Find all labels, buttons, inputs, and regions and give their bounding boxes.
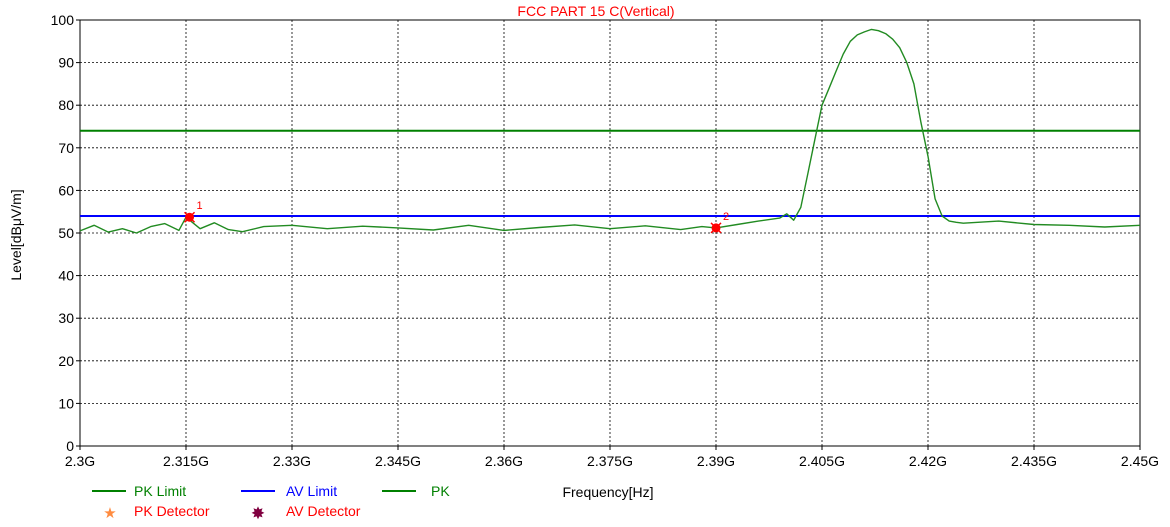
x-tick-label: 2.345G	[375, 453, 421, 469]
x-tick-label: 2.315G	[163, 453, 209, 469]
y-tick-label: 100	[51, 12, 75, 28]
limit-lines	[80, 129, 1140, 217]
y-tick-label: 50	[58, 225, 74, 241]
legend-label-pk-limit: PK Limit	[134, 483, 186, 499]
series-lines	[79, 28, 1141, 234]
x-tick-label: 2.33G	[273, 453, 311, 469]
x-tick-label: 2.375G	[587, 453, 633, 469]
y-tick-label: 40	[58, 268, 74, 284]
x-tick-label: 2.435G	[1011, 453, 1057, 469]
detector-marker-cross	[184, 211, 196, 223]
legend-label-av-detector: AV Detector	[286, 503, 361, 519]
x-tick-label: 2.45G	[1121, 453, 1159, 469]
chart-title: FCC PART 15 C(Vertical)	[517, 3, 674, 19]
x-tick-label: 2.42G	[909, 453, 947, 469]
y-tick-label: 60	[58, 182, 74, 198]
y-tick-label: 10	[58, 395, 74, 411]
detector-markers: 12	[184, 200, 729, 234]
x-axis-label: Frequency[Hz]	[562, 484, 653, 500]
y-tick-label: 70	[58, 140, 74, 156]
grid-lines	[80, 20, 1140, 446]
y-tick-label: 0	[66, 438, 74, 454]
legend-label-pk-detector: PK Detector	[134, 503, 210, 519]
x-tick-label: 2.36G	[485, 453, 523, 469]
x-axis-ticks: 2.3G 2.315G 2.33G 2.345G 2.36G 2.375G 2.39G 2.4…	[65, 446, 1159, 469]
legend: PK Limit AV Limit PK ★ PK Detector ✸ AV …	[92, 483, 450, 523]
y-axis-label: Level[dBμV/m]	[8, 189, 24, 280]
y-tick-label: 90	[58, 55, 74, 71]
detector-marker-label: 1	[197, 200, 203, 212]
legend-label-av-limit: AV Limit	[286, 483, 337, 499]
legend-burst-icon-av-detector: ✸	[251, 504, 265, 523]
y-axis-ticks: 0 10 20 30 40 50 60 70 80 90 100	[51, 12, 80, 454]
x-tick-label: 2.405G	[799, 453, 845, 469]
legend-star-icon-pk-detector: ★	[103, 505, 116, 522]
x-tick-label: 2.39G	[697, 453, 735, 469]
legend-label-pk: PK	[431, 483, 450, 499]
detector-marker-cross	[710, 222, 722, 234]
y-tick-label: 80	[58, 97, 74, 113]
detector-marker-label: 2	[723, 211, 729, 223]
y-tick-label: 30	[58, 310, 74, 326]
series-line-pk	[79, 28, 1141, 234]
x-tick-label: 2.3G	[65, 453, 95, 469]
y-tick-label: 20	[58, 353, 74, 369]
